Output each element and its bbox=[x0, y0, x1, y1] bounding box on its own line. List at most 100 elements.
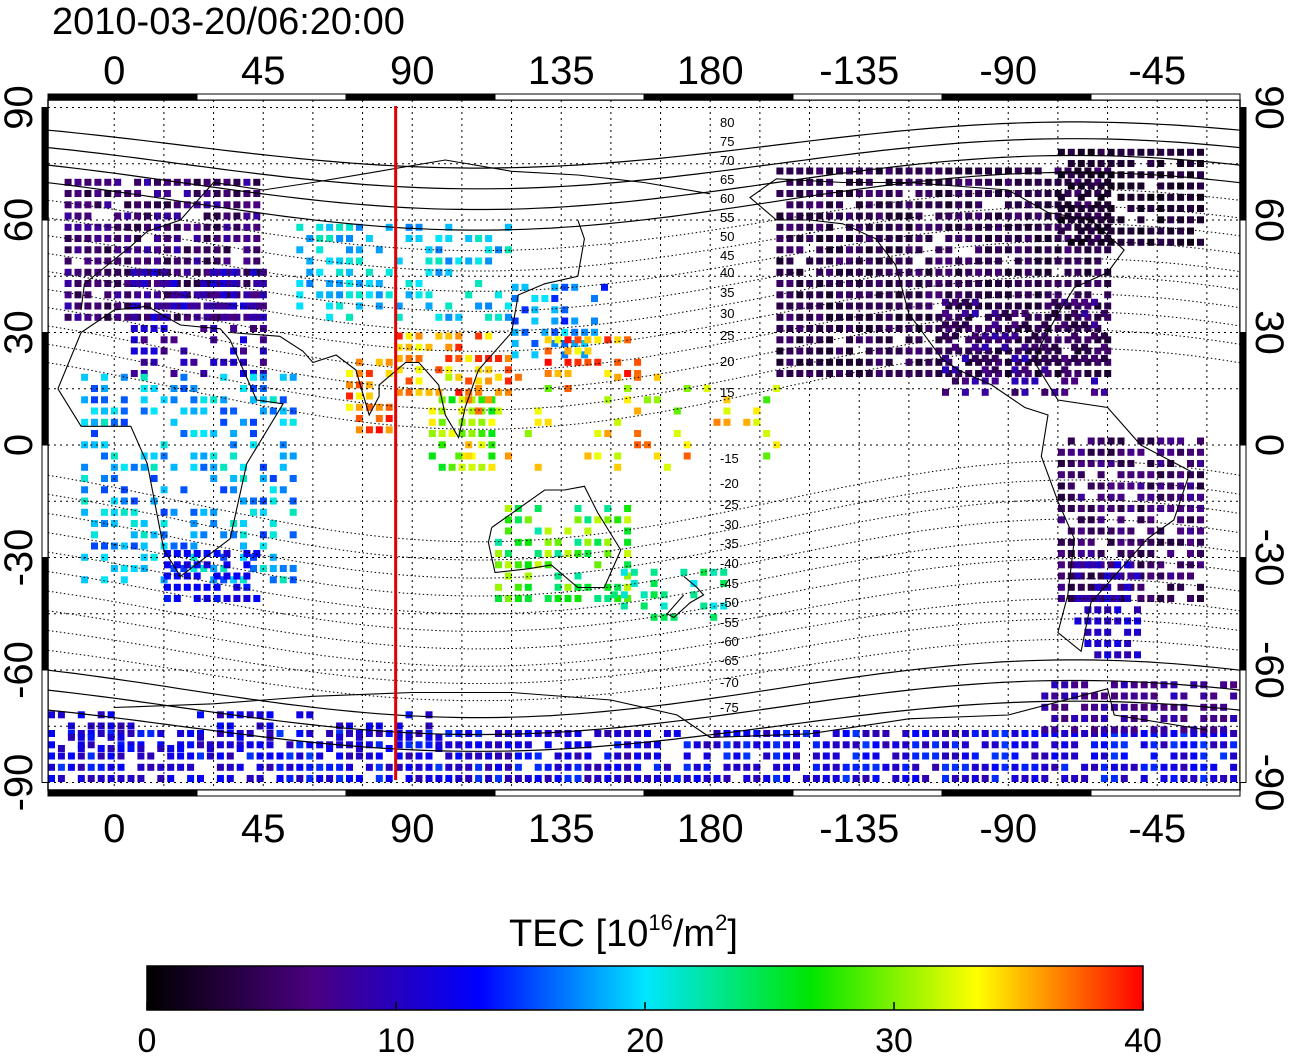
tec-cell bbox=[660, 591, 668, 599]
tec-cell bbox=[190, 520, 198, 527]
tec-cell bbox=[180, 291, 188, 299]
tec-cell bbox=[763, 730, 771, 737]
tec-cell bbox=[945, 246, 953, 254]
tec-cell bbox=[495, 550, 502, 557]
tec-cell bbox=[1120, 730, 1128, 737]
tec-cell bbox=[259, 358, 267, 366]
tec-cell bbox=[1024, 268, 1032, 276]
tec-cell bbox=[991, 763, 999, 771]
tec-cell bbox=[1104, 617, 1112, 625]
tec-cell bbox=[584, 538, 592, 546]
tec-cell bbox=[1084, 628, 1092, 636]
tec-cell bbox=[895, 257, 903, 265]
tec-cell bbox=[355, 403, 363, 411]
tec-cell bbox=[975, 223, 983, 231]
tec-cell bbox=[1170, 741, 1178, 749]
tec-cell bbox=[104, 280, 112, 287]
tec-cell bbox=[1077, 460, 1085, 467]
tec-cell bbox=[865, 246, 873, 254]
tec-cell bbox=[395, 355, 403, 362]
tec-cell bbox=[213, 178, 221, 186]
tec-cell bbox=[624, 370, 632, 377]
tec-cell bbox=[826, 291, 834, 299]
tec-cell bbox=[289, 475, 297, 482]
tec-cell bbox=[1064, 246, 1072, 254]
tec-cell bbox=[690, 580, 698, 587]
tec-cell bbox=[773, 752, 781, 760]
tec-cell bbox=[945, 313, 953, 321]
colorbar: TEC [1016/m2] 0 10 20 30 40 bbox=[138, 910, 1162, 1057]
tec-cell bbox=[971, 298, 979, 306]
tec-cell bbox=[91, 520, 98, 527]
tec-cell bbox=[236, 741, 244, 749]
tec-cell bbox=[1084, 302, 1092, 310]
tec-cell bbox=[240, 497, 247, 505]
tec-cell bbox=[1097, 448, 1105, 456]
tec-cell bbox=[1077, 583, 1085, 591]
tec-cell bbox=[1104, 370, 1112, 377]
tec-cell bbox=[233, 235, 241, 242]
tec-cell bbox=[1011, 366, 1019, 374]
tec-cell bbox=[720, 602, 728, 610]
tec-cell bbox=[190, 430, 198, 437]
tec-cell bbox=[259, 497, 267, 505]
tec-cell bbox=[269, 553, 277, 561]
tec-cell bbox=[872, 763, 880, 771]
tec-cell bbox=[1014, 167, 1022, 175]
tec-cell bbox=[872, 775, 880, 782]
tec-cell bbox=[154, 302, 161, 310]
tec-cell bbox=[1097, 216, 1105, 224]
tec-cell bbox=[1117, 505, 1125, 512]
tec-cell bbox=[385, 415, 393, 422]
tec-cell bbox=[1100, 692, 1108, 700]
top-lon-tick-label: 180 bbox=[677, 49, 744, 93]
tec-cell bbox=[1057, 595, 1065, 602]
tec-cell bbox=[94, 302, 102, 310]
tec-cell bbox=[240, 385, 247, 392]
tec-cell bbox=[134, 201, 142, 209]
coastline bbox=[487, 485, 622, 589]
left-lat-tick-label: -30 bbox=[0, 529, 41, 587]
contour-label-13: 15 bbox=[720, 385, 734, 400]
tec-cell bbox=[564, 730, 572, 737]
tec-cell bbox=[653, 752, 661, 760]
tec-cell bbox=[1187, 216, 1194, 224]
contour-line bbox=[48, 275, 1240, 352]
tec-cell bbox=[465, 763, 473, 771]
tec-cell bbox=[975, 167, 983, 175]
tec-cell bbox=[786, 257, 794, 265]
tec-cell bbox=[173, 572, 181, 580]
tec-cell bbox=[395, 763, 403, 771]
tec-cell bbox=[826, 313, 834, 321]
tec-cell bbox=[1200, 692, 1208, 700]
tec-cell bbox=[544, 561, 552, 569]
tec-cell bbox=[213, 246, 221, 254]
tec-cell bbox=[1110, 752, 1118, 760]
tec-cell bbox=[985, 246, 992, 254]
tec-cell bbox=[355, 246, 363, 254]
tec-cell bbox=[961, 298, 969, 306]
tec-cell bbox=[243, 223, 251, 231]
tec-cell bbox=[1147, 516, 1155, 524]
tec-cell bbox=[776, 167, 784, 175]
tec-cell bbox=[488, 430, 496, 437]
tec-cell bbox=[468, 407, 476, 415]
tec-cell bbox=[581, 351, 589, 359]
tec-cell bbox=[1034, 268, 1042, 276]
tec-cell bbox=[951, 366, 959, 374]
tec-cell bbox=[1034, 336, 1042, 344]
tec-cell bbox=[796, 280, 804, 287]
tec-cell bbox=[435, 313, 443, 321]
tec-cell bbox=[1071, 752, 1079, 760]
tec-cell bbox=[895, 370, 903, 377]
tec-cell bbox=[753, 730, 761, 737]
tec-cell bbox=[173, 223, 181, 231]
tec-cell bbox=[624, 561, 632, 569]
tec-cell bbox=[1014, 178, 1022, 186]
tec-cell bbox=[395, 388, 403, 396]
tec-cell bbox=[836, 302, 843, 310]
tec-cell bbox=[1180, 726, 1188, 734]
tec-cell bbox=[1004, 370, 1012, 377]
tec-cell bbox=[786, 268, 794, 276]
tec-cell bbox=[114, 257, 122, 265]
